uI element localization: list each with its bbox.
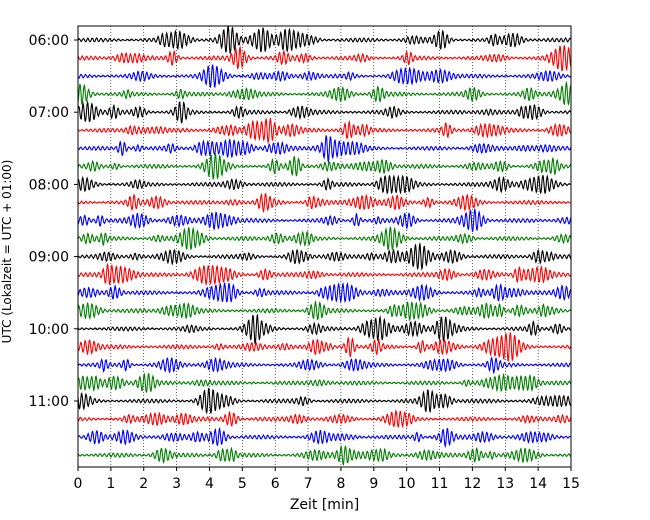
x-tick-label-13: 13 <box>496 476 514 492</box>
y-tick-label-4: 10:00 <box>29 322 69 338</box>
plot-frame <box>77 25 572 468</box>
x-tick-label-15: 15 <box>562 476 580 492</box>
trace-row-23 <box>77 444 572 466</box>
trace-row-10 <box>77 207 572 233</box>
trace-row-14 <box>77 281 572 304</box>
x-tick-label-14: 14 <box>529 476 547 492</box>
y-tick-label-2: 08:00 <box>29 177 69 193</box>
trace-row-2 <box>77 64 572 89</box>
trace-row-0 <box>77 25 572 54</box>
x-tick-label-9: 9 <box>369 476 378 492</box>
trace-row-1 <box>77 45 572 72</box>
x-tick-label-12: 12 <box>463 476 481 492</box>
y-tick-label-1: 07:00 <box>29 105 69 121</box>
trace-row-8 <box>77 174 572 195</box>
y-tick-label-3: 09:00 <box>29 250 69 266</box>
trace-row-22 <box>77 426 572 449</box>
y-tick-label-5: 11:00 <box>29 394 69 410</box>
x-axis-ticks: 0 1 2 3 4 5 6 7 8 9 10 11 12 13 14 15 <box>74 467 580 492</box>
trace-row-11 <box>77 226 572 251</box>
x-tick-label-5: 5 <box>238 476 247 492</box>
x-tick-label-6: 6 <box>271 476 280 492</box>
trace-row-15 <box>77 299 572 322</box>
x-tick-label-2: 2 <box>139 476 148 492</box>
x-tick-label-3: 3 <box>172 476 181 492</box>
trace-row-3 <box>77 80 572 106</box>
x-tick-label-11: 11 <box>431 476 449 492</box>
seismogram-traces <box>77 25 572 466</box>
x-axis-title: Zeit [min] <box>290 497 359 513</box>
trace-row-9 <box>77 192 572 214</box>
trace-row-18 <box>77 356 572 375</box>
trace-row-21 <box>77 409 572 429</box>
x-tick-label-4: 4 <box>205 476 214 492</box>
x-tick-label-7: 7 <box>304 476 313 492</box>
trace-row-17 <box>77 332 572 362</box>
trace-row-4 <box>77 100 572 124</box>
trace-row-19 <box>77 372 572 393</box>
x-tick-label-0: 0 <box>74 476 83 492</box>
trace-row-16 <box>77 313 572 345</box>
trace-row-6 <box>77 134 572 164</box>
trace-row-13 <box>77 262 572 286</box>
trace-row-7 <box>77 151 572 180</box>
trace-row-12 <box>77 242 572 271</box>
x-tick-label-10: 10 <box>398 476 416 492</box>
trace-row-5 <box>77 117 572 145</box>
x-tick-label-8: 8 <box>336 476 345 492</box>
y-axis-title: UTC (Lokalzeit = UTC + 01:00) <box>0 160 14 344</box>
x-tick-label-1: 1 <box>106 476 115 492</box>
y-tick-label-0: 06:00 <box>29 33 69 49</box>
trace-row-20 <box>77 388 572 414</box>
y-axis-ticks: 06:00 07:00 08:00 09:00 10:00 11:00 <box>29 33 78 410</box>
